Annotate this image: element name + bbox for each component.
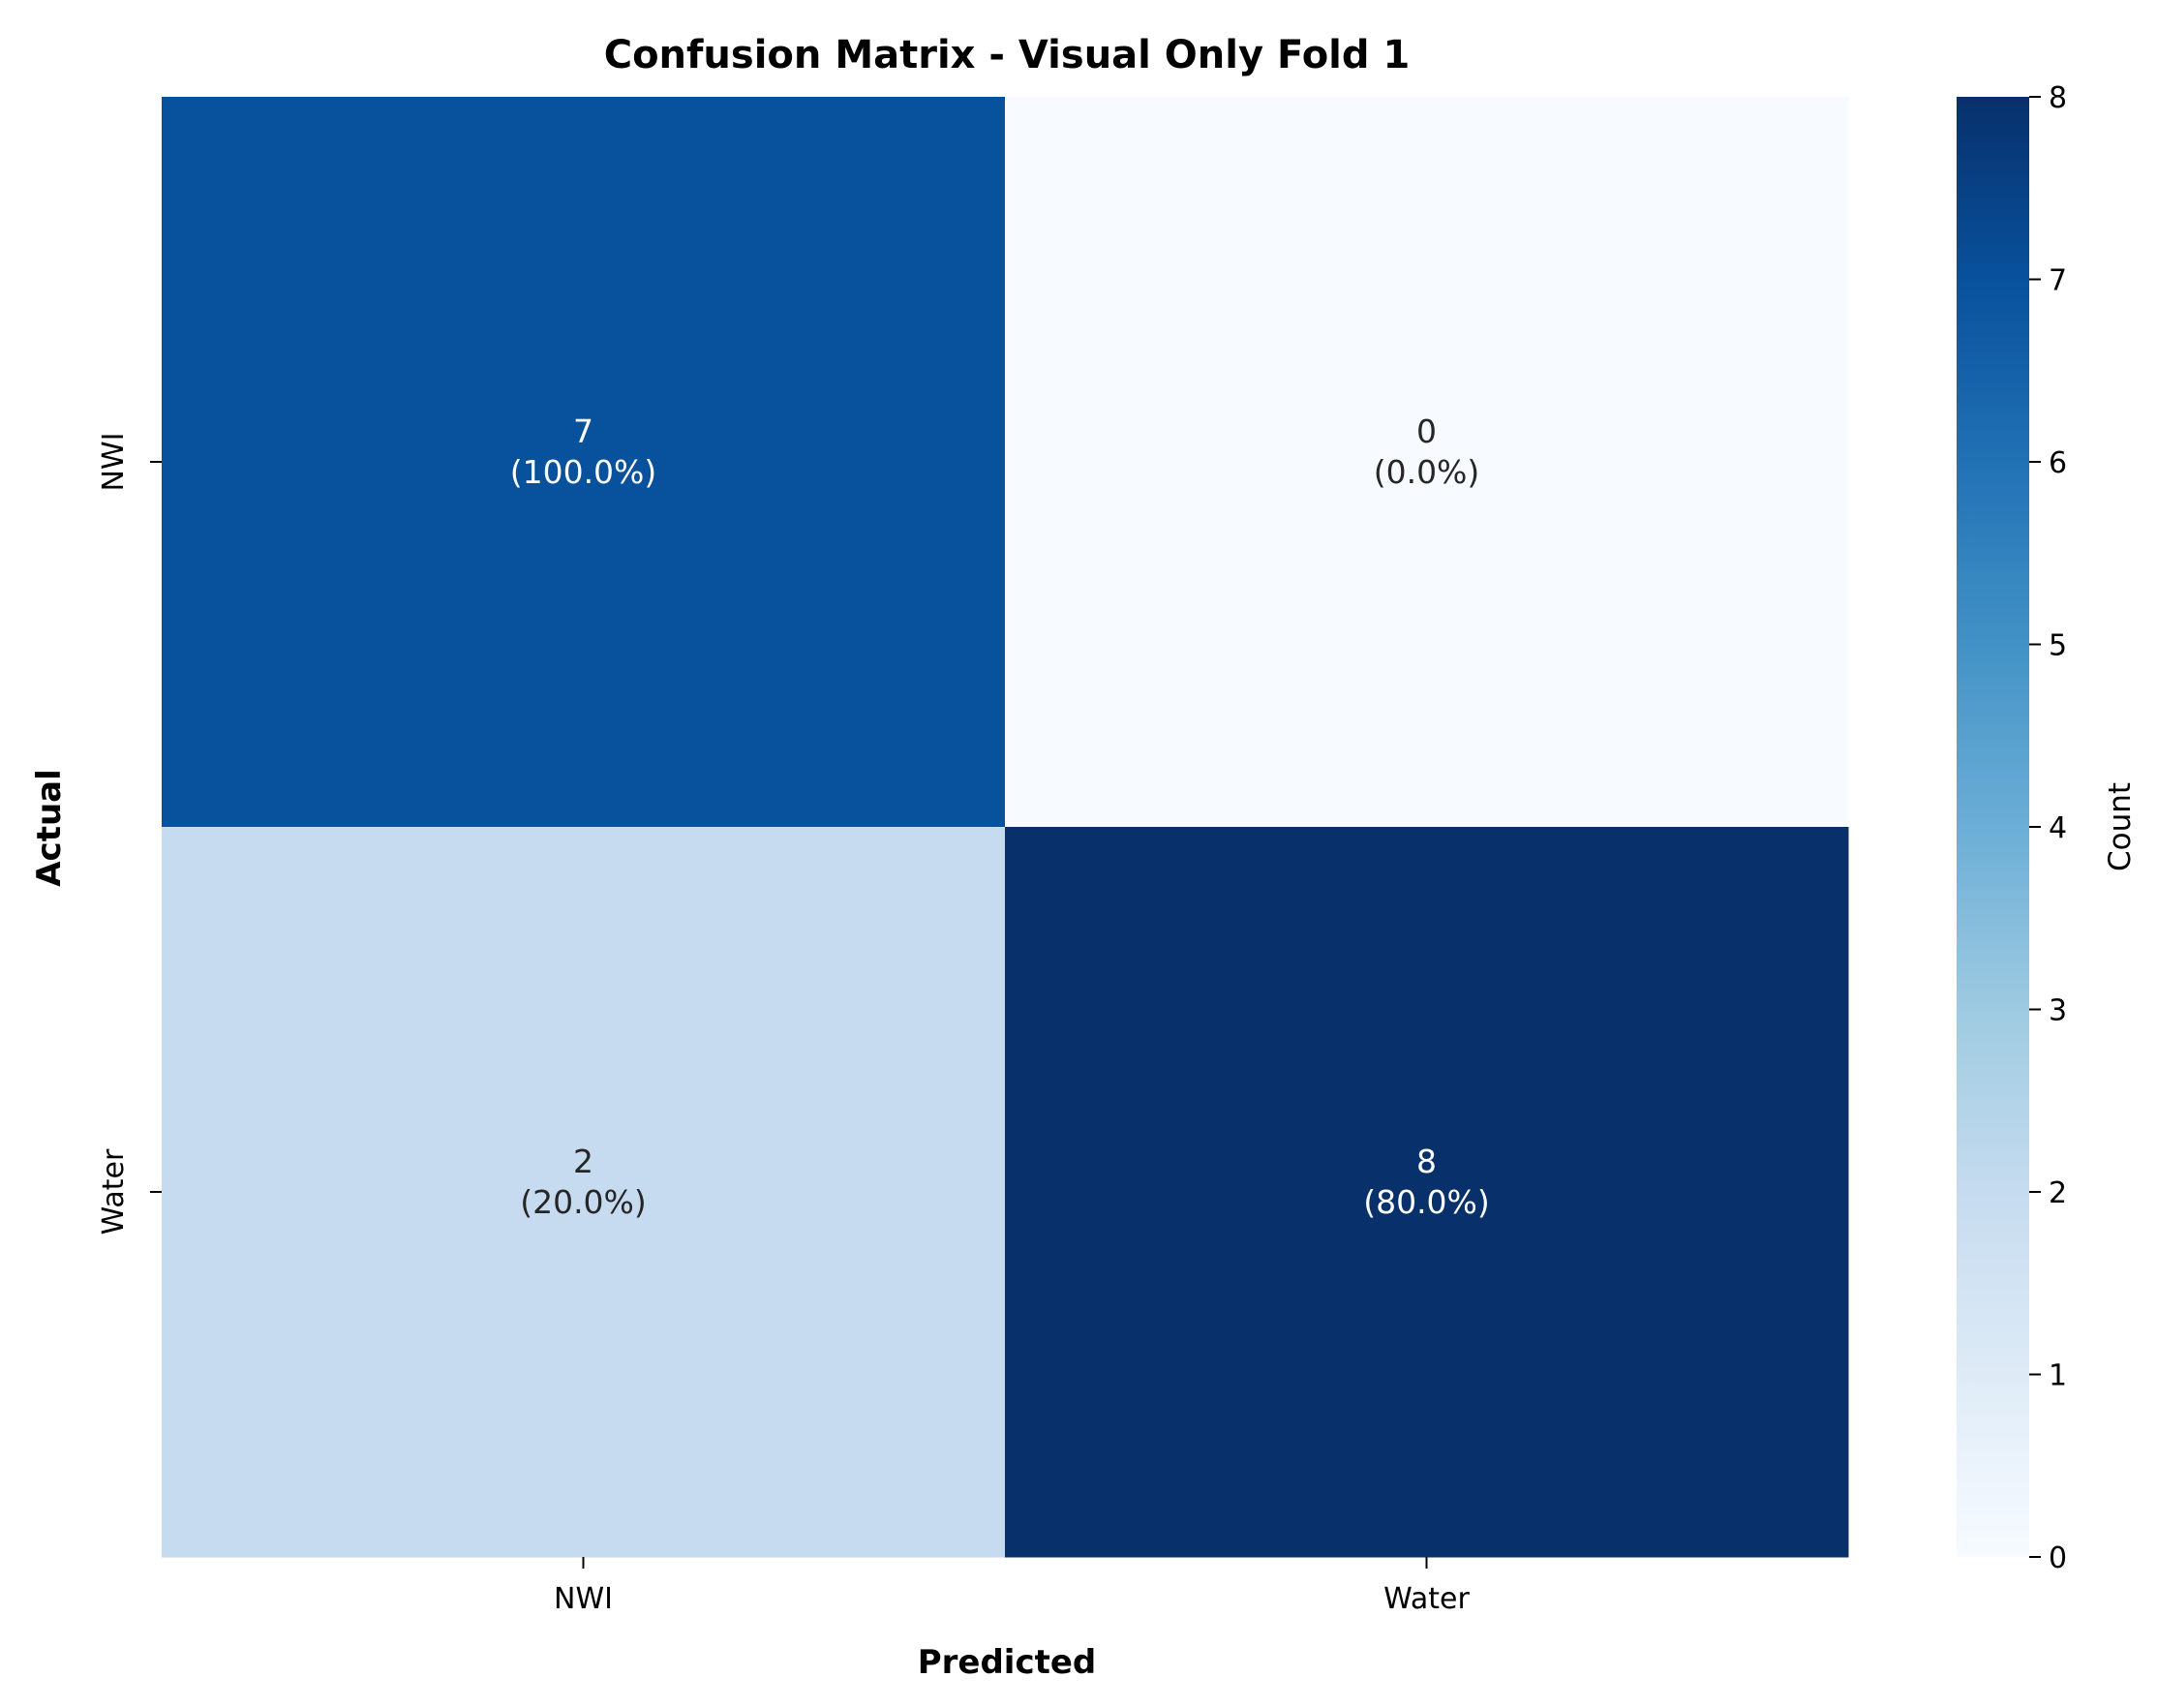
colorbar-tick-label: 6 [2049,446,2067,480]
chart-title: Confusion Matrix - Visual Only Fold 1 [604,33,1411,77]
heatmap-cell [1005,97,1849,828]
heatmap-cell [1005,827,1849,1558]
heatmap-cells: 7(100.0%) 0(0.0%) 2(20.0%) 8(80.0%) [162,97,1849,1558]
colorbar-tick-label: 0 [2049,1541,2067,1575]
x-tick-label: NWI [554,1582,613,1616]
heatmap-cell [162,827,1006,1558]
colorbar-tick-label: 3 [2049,994,2067,1028]
colorbar-tick-label: 2 [2049,1176,2067,1210]
cell-count-label: 2 [573,1143,593,1180]
cell-count-label: 7 [573,412,593,450]
cell-count-label: 8 [1416,1143,1437,1180]
y-axis-label: Actual [30,769,69,887]
cell-percent-label: (20.0%) [520,1183,647,1221]
x-axis-ticks: NWI Water [554,1557,1471,1616]
colorbar-tick-label: 5 [2049,629,2067,663]
y-tick-label: NWI [97,433,131,492]
y-axis-ticks: NWI Water [97,433,162,1235]
heatmap-cell [162,97,1006,828]
cell-percent-label: (0.0%) [1374,453,1480,491]
colorbar-tick-label: 1 [2049,1359,2067,1393]
colorbar-gradient [1957,97,2029,1557]
y-tick-label: Water [97,1148,131,1235]
colorbar-label: Count [2103,782,2138,871]
colorbar: 0 1 2 3 4 5 6 7 8 Count [1957,81,2138,1575]
cell-percent-label: (100.0%) [510,453,657,491]
colorbar-tick-label: 4 [2049,811,2067,845]
x-axis-label: Predicted [918,1643,1097,1682]
colorbar-tick-label: 8 [2049,81,2067,115]
x-tick-label: Water [1383,1582,1470,1616]
colorbar-tick-label: 7 [2049,264,2067,298]
colorbar-ticks: 0 1 2 3 4 5 6 7 8 [2029,81,2067,1575]
cell-count-label: 0 [1416,412,1437,450]
cell-percent-label: (80.0%) [1363,1183,1490,1221]
